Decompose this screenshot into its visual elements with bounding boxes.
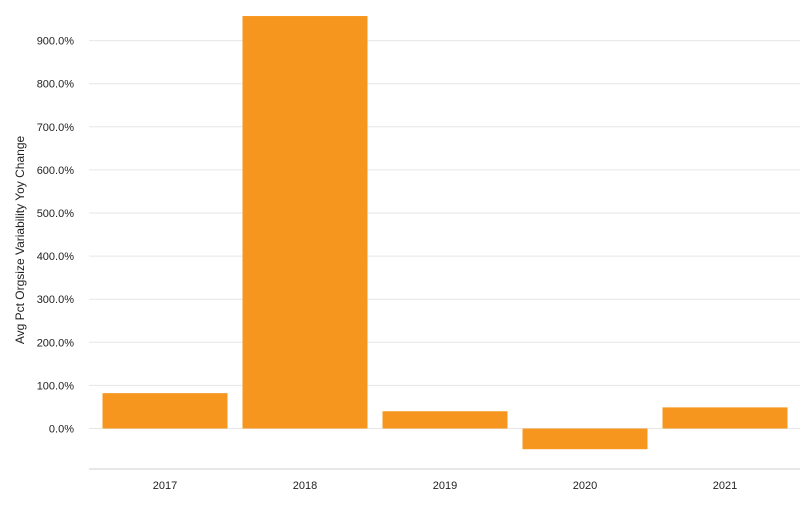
y-tick-label: 300.0% (37, 294, 75, 306)
x-tick-label: 2017 (153, 480, 177, 492)
bars (102, 16, 788, 450)
bar-2018[interactable] (242, 16, 368, 429)
y-tick-label: 500.0% (37, 208, 75, 220)
x-tick-label: 2019 (433, 480, 457, 492)
y-tick-label: 100.0% (37, 380, 75, 392)
y-tick-label: 0.0% (49, 424, 74, 436)
bar-2021[interactable] (662, 407, 788, 429)
y-tick-labels: 0.0% 100.0% 200.0% 300.0% 400.0% 500.0% 600.0%… (37, 36, 75, 436)
y-tick-label: 700.0% (37, 122, 75, 134)
y-tick-label: 600.0% (37, 165, 75, 177)
bar-2017[interactable] (102, 393, 228, 429)
y-tick-label: 200.0% (37, 337, 75, 349)
y-tick-label: 800.0% (37, 79, 75, 91)
y-axis-title: Avg Pct Orgsize Variability Yoy Change (13, 136, 27, 345)
bar-2020[interactable] (522, 428, 648, 450)
x-tick-label: 2020 (573, 480, 597, 492)
y-tick-label: 400.0% (37, 251, 75, 263)
gridlines (89, 40, 800, 429)
x-tick-label: 2018 (293, 480, 317, 492)
x-tick-label: 2021 (713, 480, 737, 492)
x-tick-labels: 2017 2018 2019 2020 2021 (153, 480, 737, 492)
bar-2019[interactable] (382, 411, 508, 429)
y-tick-label: 900.0% (37, 36, 75, 48)
